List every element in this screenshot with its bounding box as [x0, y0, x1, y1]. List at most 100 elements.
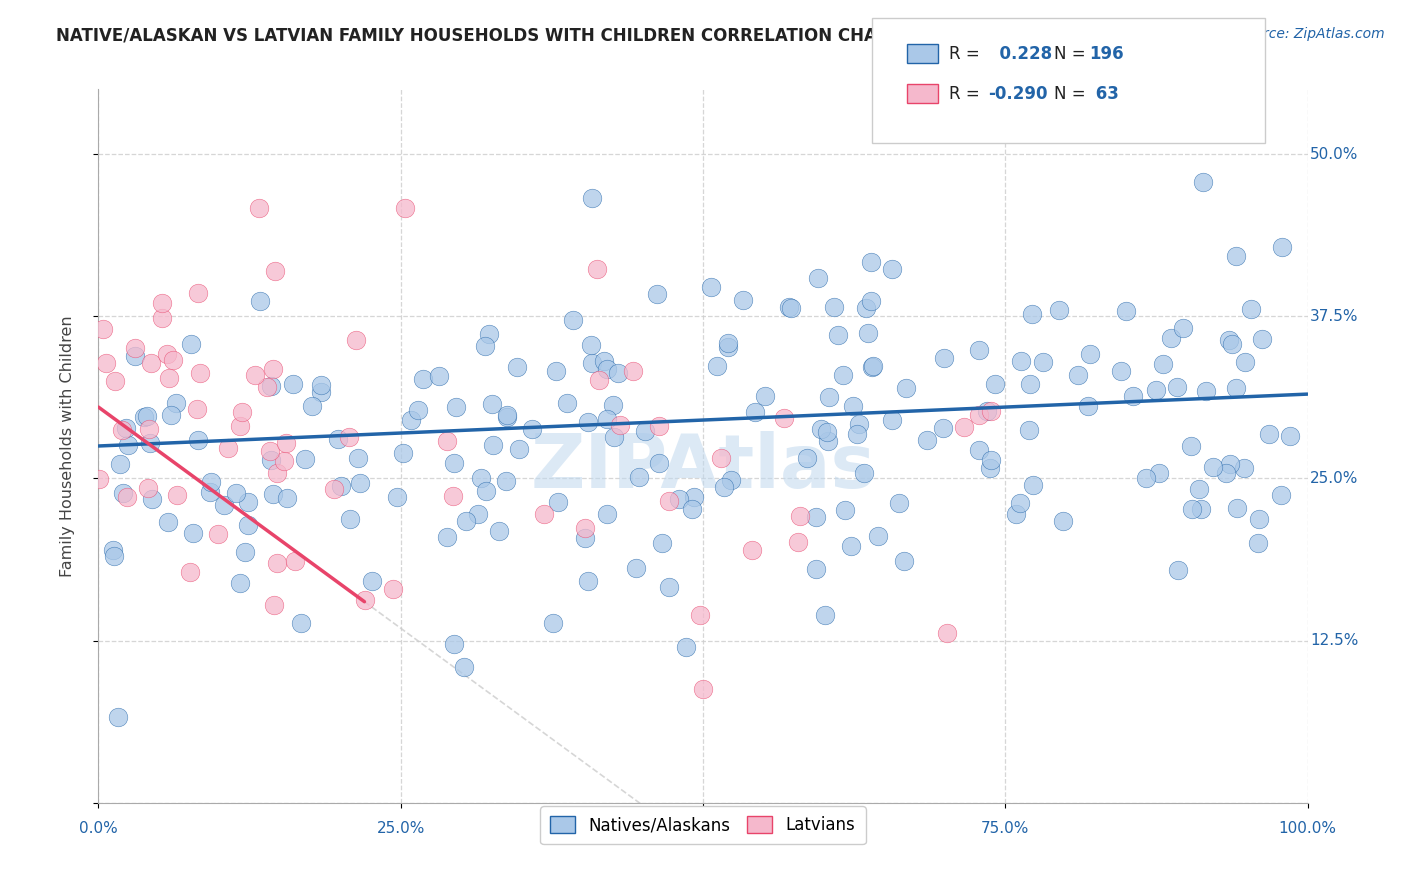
Point	[647, 418, 669, 433]
Point	[1247, 536, 1270, 550]
Point	[124, 341, 146, 355]
Point	[984, 376, 1007, 391]
Text: 75.0%: 75.0%	[981, 821, 1029, 836]
Point	[574, 521, 596, 535]
Point	[108, 458, 131, 472]
Point	[1215, 466, 1237, 480]
Point	[231, 405, 253, 419]
Point	[444, 400, 467, 414]
Point	[157, 371, 180, 385]
Point	[1195, 384, 1218, 399]
Point	[496, 409, 519, 424]
Point	[187, 433, 209, 447]
Point	[1233, 460, 1256, 475]
Point	[156, 347, 179, 361]
Point	[283, 377, 305, 392]
Point	[1225, 381, 1247, 395]
Point	[1258, 427, 1281, 442]
Point	[815, 425, 838, 439]
Text: 12.5%: 12.5%	[1310, 633, 1358, 648]
Point	[263, 598, 285, 612]
Point	[207, 527, 229, 541]
Point	[806, 509, 828, 524]
Point	[596, 507, 619, 521]
Point	[110, 424, 132, 438]
Point	[681, 501, 703, 516]
Point	[284, 554, 307, 568]
Text: 25.0%: 25.0%	[1310, 471, 1358, 486]
Point	[1066, 368, 1088, 382]
Text: NATIVE/ALASKAN VS LATVIAN FAMILY HOUSEHOLDS WITH CHILDREN CORRELATION CHART: NATIVE/ALASKAN VS LATVIAN FAMILY HOUSEHO…	[56, 27, 900, 45]
Point	[344, 333, 367, 347]
Point	[547, 495, 569, 509]
Point	[859, 255, 882, 269]
Point	[967, 343, 990, 358]
Point	[443, 637, 465, 651]
Point	[980, 404, 1002, 418]
Point	[1032, 355, 1054, 369]
Point	[810, 422, 832, 436]
Point	[1192, 175, 1215, 189]
Point	[1166, 380, 1188, 394]
Point	[1247, 512, 1270, 526]
Point	[394, 201, 416, 215]
Point	[700, 280, 723, 294]
Point	[710, 451, 733, 466]
Point	[1225, 249, 1247, 263]
Point	[1018, 423, 1040, 437]
Point	[717, 340, 740, 354]
Point	[576, 574, 599, 588]
Point	[856, 326, 879, 340]
Point	[496, 409, 519, 423]
Point	[555, 396, 578, 410]
Point	[401, 413, 423, 427]
Point	[150, 296, 173, 310]
Point	[1010, 354, 1032, 368]
Point	[596, 362, 619, 376]
Point	[243, 368, 266, 383]
Point	[1234, 355, 1257, 369]
Point	[880, 413, 903, 427]
Text: 25.0%: 25.0%	[377, 821, 425, 836]
Point	[238, 495, 260, 509]
Point	[634, 425, 657, 439]
Point	[1220, 336, 1243, 351]
Point	[124, 349, 146, 363]
Text: N =: N =	[1054, 85, 1091, 103]
Point	[754, 389, 776, 403]
Point	[1270, 488, 1292, 502]
Point	[1109, 364, 1132, 378]
Point	[827, 327, 849, 342]
Point	[848, 417, 870, 431]
Point	[266, 467, 288, 481]
Point	[1167, 563, 1189, 577]
Point	[1226, 500, 1249, 515]
Text: -0.290: -0.290	[988, 85, 1047, 103]
Point	[181, 525, 204, 540]
Point	[893, 554, 915, 568]
Point	[229, 418, 252, 433]
Point	[845, 427, 868, 442]
Point	[111, 486, 134, 500]
Point	[276, 491, 298, 506]
Point	[481, 438, 503, 452]
Point	[247, 201, 270, 215]
Point	[692, 681, 714, 696]
Text: 100.0%: 100.0%	[1278, 821, 1337, 836]
Point	[862, 359, 884, 373]
Point	[1271, 240, 1294, 254]
Text: R =: R =	[949, 85, 986, 103]
Point	[543, 616, 565, 631]
Point	[1021, 307, 1043, 321]
Point	[683, 491, 706, 505]
Point	[238, 518, 260, 533]
Point	[212, 498, 235, 512]
Point	[586, 261, 609, 276]
Point	[720, 473, 742, 487]
Point	[817, 390, 839, 404]
Point	[1250, 332, 1272, 346]
Point	[579, 338, 602, 352]
Point	[627, 469, 650, 483]
Point	[391, 446, 413, 460]
Point	[180, 337, 202, 351]
